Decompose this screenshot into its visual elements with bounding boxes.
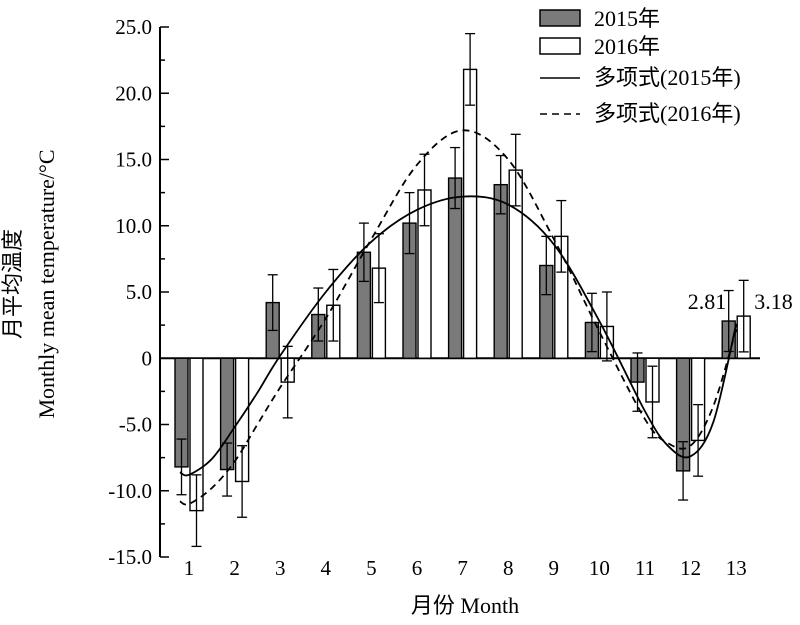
annotation-318: 3.18 [754,289,793,314]
y-axis-title-cn: 月平均温度 [0,229,25,339]
x-tick-label: 4 [321,556,332,580]
error-bar [313,287,324,342]
y-tick-label: 25.0 [115,15,152,39]
y-tick-label: -5.0 [119,413,152,437]
error-bar [358,222,369,283]
y-tick-label: 0 [142,346,153,370]
x-tick-label: 6 [412,556,423,580]
error-bar [267,274,278,332]
error-bar [404,191,415,255]
error-bar [373,233,384,304]
error-bar [693,403,704,477]
trendline-1 [179,129,738,506]
y-tick-label: 20.0 [115,81,152,105]
legend-swatch-2016 [539,37,581,55]
error-bar [556,199,567,273]
x-tick-label: 2 [229,556,240,580]
x-tick-label: 8 [503,556,514,580]
trendlines [179,129,738,506]
trendline-0 [179,195,738,477]
error-bar [237,445,248,518]
legend-swatch-2015 [539,9,581,27]
error-bar [465,32,476,106]
error-bar [723,289,734,353]
y-tick-label: 10.0 [115,214,152,238]
x-axis-title: 月份 Month [411,593,519,618]
legend-label-trend-2016: 多项式(2016年) [594,101,741,126]
legend-label-2016: 2016年 [594,34,660,59]
error-bar [450,146,461,210]
y-tick-label: 15.0 [115,148,152,172]
error-bar [586,292,597,353]
x-tick-label: 12 [680,556,701,580]
annotation-2815: 2.81 [688,289,727,314]
x-tick-label: 9 [549,556,560,580]
legend-label-2015: 2015年 [594,6,660,31]
error-bar [601,291,612,362]
tick-labels: -15.0-10.0-5.005.010.015.020.025.01 2 3 4 5 6… [108,15,792,580]
error-bar [176,438,187,496]
x-tick-label: 13 [726,556,747,580]
x-tick-label: 11 [635,556,655,580]
error-bar [678,441,689,501]
y-tick-label: -15.0 [108,545,152,569]
legend-label-trend-2015: 多项式(2015年) [594,65,741,90]
error-bar [419,153,430,227]
legend: 2015年 2016年 多项式(2015年) 多项式(2016年) [539,6,741,126]
y-tick-label: 5.0 [126,280,152,304]
error-bar [738,279,749,353]
bar-1-7 [462,68,478,359]
x-tick-label: 7 [457,556,468,580]
x-tick-label: 5 [366,556,377,580]
x-tick-label: 10 [589,556,610,580]
error-bar [282,345,293,419]
y-axis-title-en: Monthly mean temperature/°C [34,149,59,418]
y-tick-label: -10.0 [108,479,152,503]
x-tick-label: 1 [184,556,195,580]
x-tick-label: 3 [275,556,286,580]
error-bar [191,474,202,548]
